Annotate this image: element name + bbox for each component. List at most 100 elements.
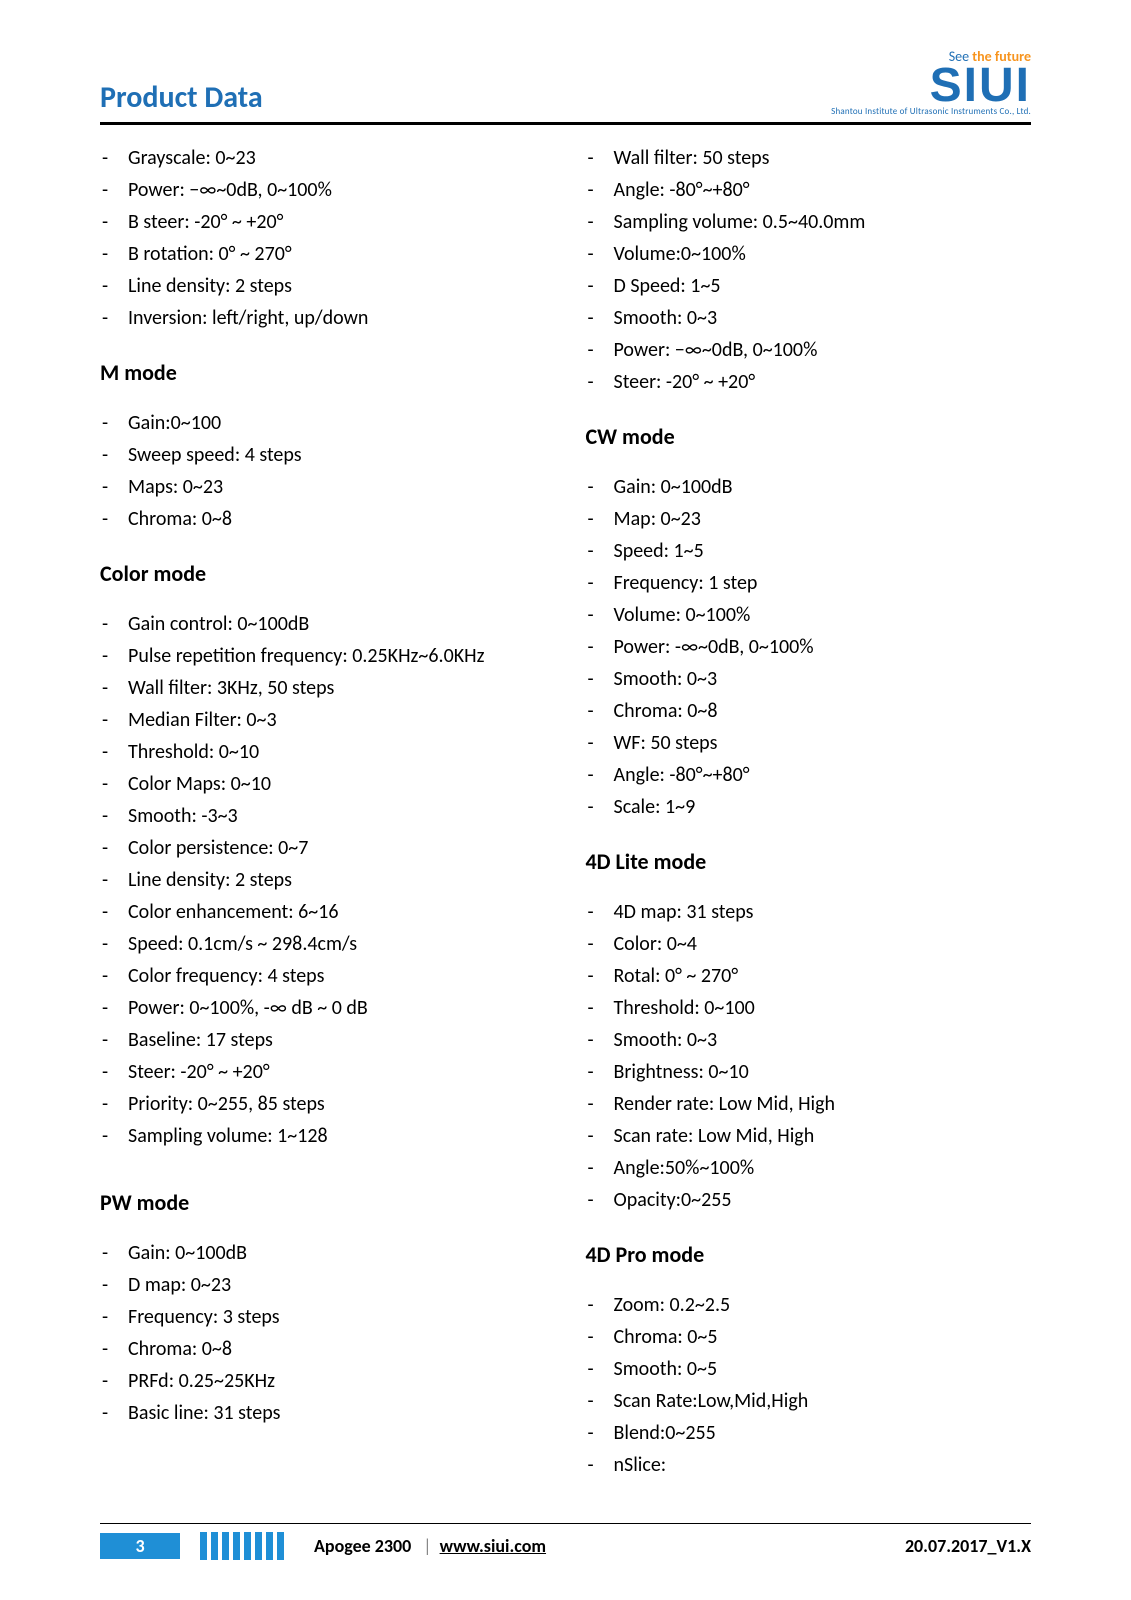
- spec-list: Wall filter: 50 stepsAngle: -80°~+80°Sam…: [586, 143, 1032, 397]
- spec-item: Volume: 0~100%: [614, 600, 1032, 630]
- spec-item: Volume:0~100%: [614, 239, 1032, 269]
- spec-section: CW mode Gain: 0~100dBMap: 0~23Speed: 1~5F…: [586, 423, 1032, 822]
- page-number: 3: [100, 1533, 180, 1559]
- spec-item: PRFd: 0.25~25KHz: [128, 1366, 546, 1396]
- spec-item: Steer: -20° ~ +20°: [614, 367, 1032, 397]
- spec-item: Rotal: 0° ~ 270°: [614, 961, 1032, 991]
- left-column: Grayscale: 0~23Power: −∞~0dB, 0~100%B st…: [100, 143, 546, 1433]
- spec-item: Smooth: 0~3: [614, 303, 1032, 333]
- spec-item: Baseline: 17 steps: [128, 1025, 546, 1055]
- section-heading: M mode: [100, 359, 546, 386]
- spec-section: M mode Gain:0~100Sweep speed: 4 stepsMaps…: [100, 359, 546, 534]
- spec-item: Color: 0~4: [614, 929, 1032, 959]
- page-title: Product Data: [100, 79, 263, 116]
- spec-item: D Speed: 1~5: [614, 271, 1032, 301]
- spec-item: Chroma: 0~8: [614, 696, 1032, 726]
- spec-item: Threshold: 0~10: [128, 737, 546, 767]
- spec-item: B rotation: 0° ~ 270°: [128, 239, 546, 269]
- spec-item: Brightness: 0~10: [614, 1057, 1032, 1087]
- spec-item: Render rate: Low Mid, High: [614, 1089, 1032, 1119]
- spec-item: Line density: 2 steps: [128, 865, 546, 895]
- spec-item: Gain: 0~100dB: [128, 1238, 546, 1268]
- spec-item: Basic line: 31 steps: [128, 1398, 546, 1428]
- spec-item: Blend:0~255: [614, 1418, 1032, 1448]
- spec-item: Sampling volume: 0.5~40.0mm: [614, 207, 1032, 237]
- spec-item: Angle:50%~100%: [614, 1153, 1032, 1183]
- spec-item: Power: −∞~0dB, 0~100%: [128, 175, 546, 205]
- spec-list: Gain: 0~100dBD map: 0~23Frequency: 3 ste…: [100, 1238, 546, 1428]
- spec-item: 4D map: 31 steps: [614, 897, 1032, 927]
- section-heading: 4D Lite mode: [586, 848, 1032, 875]
- spec-section: Color mode Gain control: 0~100dBPulse rep…: [100, 560, 546, 1151]
- spec-item: Line density: 2 steps: [128, 271, 546, 301]
- spec-item: Smooth: -3~3: [128, 801, 546, 831]
- spec-list: Gain:0~100Sweep speed: 4 stepsMaps: 0~23…: [100, 408, 546, 534]
- footer-version: 20.07.2017_V1.X: [905, 1535, 1031, 1557]
- spec-item: Color Maps: 0~10: [128, 769, 546, 799]
- spec-list: 4D map: 31 stepsColor: 0~4Rotal: 0° ~ 27…: [586, 897, 1032, 1215]
- spec-section: PW mode Gain: 0~100dBD map: 0~23Frequency…: [100, 1189, 546, 1428]
- spec-item: Sampling volume: 1~128: [128, 1121, 546, 1151]
- spec-item: Map: 0~23: [614, 504, 1032, 534]
- spec-item: D map: 0~23: [128, 1270, 546, 1300]
- spec-item: Sweep speed: 4 steps: [128, 440, 546, 470]
- footer-bars-icon: [200, 1532, 284, 1560]
- spec-item: Power: −∞~0dB, 0~100%: [614, 335, 1032, 365]
- spec-item: nSlice:: [614, 1450, 1032, 1480]
- spec-item: Steer: -20° ~ +20°: [128, 1057, 546, 1087]
- spec-item: Pulse repetition frequency: 0.25KHz~6.0K…: [128, 641, 546, 671]
- section-heading: Color mode: [100, 560, 546, 587]
- spec-item: Inversion: left/right, up/down: [128, 303, 546, 333]
- spec-item: Wall filter: 50 steps: [614, 143, 1032, 173]
- spec-item: Color frequency: 4 steps: [128, 961, 546, 991]
- spec-item: Speed: 0.1cm/s ~ 298.4cm/s: [128, 929, 546, 959]
- spec-section: 4D Pro mode Zoom: 0.2~2.5Chroma: 0~5Smoot…: [586, 1241, 1032, 1480]
- spec-item: Angle: -80°~+80°: [614, 175, 1032, 205]
- spec-item: Speed: 1~5: [614, 536, 1032, 566]
- spec-item: Scan Rate:Low,Mid,High: [614, 1386, 1032, 1416]
- spec-item: Chroma: 0~8: [128, 504, 546, 534]
- spec-item: Power: -∞~0dB, 0~100%: [614, 632, 1032, 662]
- spec-item: Zoom: 0.2~2.5: [614, 1290, 1032, 1320]
- spec-item: Maps: 0~23: [128, 472, 546, 502]
- spec-item: Chroma: 0~8: [128, 1334, 546, 1364]
- spec-section: Wall filter: 50 stepsAngle: -80°~+80°Sam…: [586, 143, 1032, 397]
- product-name: Apogee 2300: [314, 1535, 411, 1557]
- spec-item: Gain: 0~100dB: [614, 472, 1032, 502]
- spec-item: Smooth: 0~3: [614, 664, 1032, 694]
- spec-item: Color persistence: 0~7: [128, 833, 546, 863]
- section-heading: 4D Pro mode: [586, 1241, 1032, 1268]
- spec-item: Median Filter: 0~3: [128, 705, 546, 735]
- spec-section: 4D Lite mode 4D map: 31 stepsColor: 0~4Ro…: [586, 848, 1032, 1215]
- right-column: Wall filter: 50 stepsAngle: -80°~+80°Sam…: [586, 143, 1032, 1433]
- spec-item: Frequency: 1 step: [614, 568, 1032, 598]
- footer-url[interactable]: www.siui.com: [440, 1535, 546, 1557]
- spec-item: Angle: -80°~+80°: [614, 760, 1032, 790]
- spec-item: Threshold: 0~100: [614, 993, 1032, 1023]
- spec-list: Grayscale: 0~23Power: −∞~0dB, 0~100%B st…: [100, 143, 546, 333]
- spec-item: Frequency: 3 steps: [128, 1302, 546, 1332]
- spec-item: Wall filter: 3KHz, 50 steps: [128, 673, 546, 703]
- logo-subtext: Shantou Institute of Ultrasonic Instrume…: [831, 107, 1031, 116]
- footer: 3 Apogee 2300 | www.siui.com 20.07.2017_…: [100, 1523, 1031, 1560]
- spec-list: Zoom: 0.2~2.5Chroma: 0~5Smooth: 0~5Scan …: [586, 1290, 1032, 1480]
- separator: |: [423, 1535, 431, 1557]
- header: Product Data See the future SIUI Shantou…: [100, 50, 1031, 125]
- section-heading: PW mode: [100, 1189, 546, 1216]
- spec-list: Gain: 0~100dBMap: 0~23Speed: 1~5Frequenc…: [586, 472, 1032, 822]
- spec-list: Gain control: 0~100dBPulse repetition fr…: [100, 609, 546, 1151]
- logo-text: SIUI: [831, 64, 1031, 107]
- content-columns: Grayscale: 0~23Power: −∞~0dB, 0~100%B st…: [100, 143, 1031, 1433]
- spec-item: Smooth: 0~3: [614, 1025, 1032, 1055]
- spec-item: Chroma: 0~5: [614, 1322, 1032, 1352]
- spec-item: WF: 50 steps: [614, 728, 1032, 758]
- section-heading: CW mode: [586, 423, 1032, 450]
- spec-item: Scan rate: Low Mid, High: [614, 1121, 1032, 1151]
- spec-item: Grayscale: 0~23: [128, 143, 546, 173]
- spec-item: Power: 0~100%, -∞ dB ~ 0 dB: [128, 993, 546, 1023]
- spec-item: Gain:0~100: [128, 408, 546, 438]
- spec-section: Grayscale: 0~23Power: −∞~0dB, 0~100%B st…: [100, 143, 546, 333]
- spec-item: B steer: -20° ~ +20°: [128, 207, 546, 237]
- spec-item: Smooth: 0~5: [614, 1354, 1032, 1384]
- spec-item: Priority: 0~255, 85 steps: [128, 1089, 546, 1119]
